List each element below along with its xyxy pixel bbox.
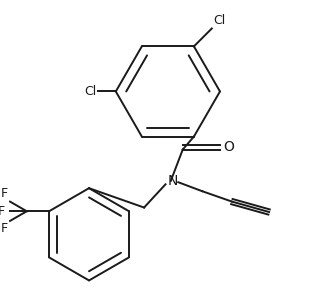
Text: F: F	[1, 222, 8, 235]
Text: Cl: Cl	[213, 14, 225, 27]
Text: O: O	[224, 140, 234, 154]
Text: F: F	[0, 205, 5, 218]
Text: N: N	[168, 174, 179, 188]
Text: Cl: Cl	[84, 85, 96, 98]
Text: F: F	[1, 187, 8, 200]
